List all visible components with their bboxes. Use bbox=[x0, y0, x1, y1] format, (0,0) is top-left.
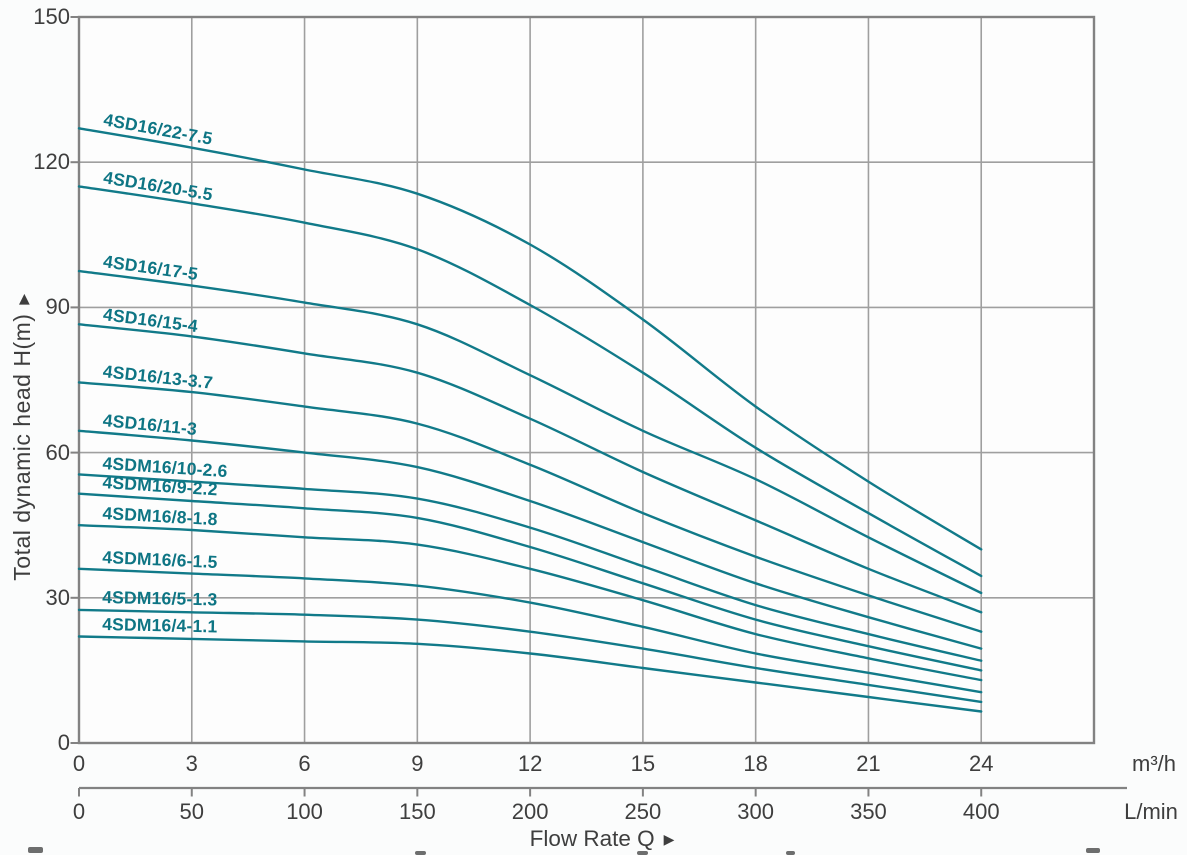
x-axis-unit-m3h: m³/h bbox=[1132, 751, 1176, 776]
x-tick-label-m3h: 24 bbox=[968, 751, 994, 776]
cropped-text-artifact bbox=[28, 847, 43, 853]
x-tick-label-m3h: 9 bbox=[411, 751, 424, 776]
x-tick-label-m3h: 6 bbox=[298, 751, 311, 776]
x-tick-label-lmin: 400 bbox=[962, 799, 1000, 824]
x-tick-label-lmin: 150 bbox=[398, 799, 436, 824]
x-tick-label-m3h: 15 bbox=[630, 751, 656, 776]
x-tick-label-lmin: 50 bbox=[179, 799, 204, 824]
x-tick-label-lmin: 200 bbox=[511, 799, 549, 824]
pump-curve bbox=[77, 429, 983, 650]
x-tick-label-m3h: 21 bbox=[856, 751, 881, 776]
cropped-text-artifact bbox=[415, 851, 426, 855]
pump-curve bbox=[77, 492, 983, 672]
pump-curve bbox=[77, 608, 983, 704]
pump-curve bbox=[77, 473, 983, 662]
y-tick-label: 150 bbox=[33, 4, 70, 29]
y-axis-title: Total dynamic head H(m)▶ bbox=[8, 187, 36, 687]
pump-curve bbox=[77, 185, 983, 578]
x-tick-label-lmin: 350 bbox=[850, 799, 887, 824]
x-axis-unit-lmin: L/min bbox=[1124, 799, 1178, 824]
cropped-text-artifact bbox=[637, 851, 648, 855]
x-tick-label-lmin: 0 bbox=[72, 799, 86, 824]
x-tick-label-lmin: 300 bbox=[737, 799, 775, 824]
x-tick-label-lmin: 250 bbox=[624, 799, 662, 824]
x-axis-title-text: Flow Rate Q bbox=[529, 826, 655, 851]
y-tick-label: 30 bbox=[45, 584, 70, 610]
y-tick-label: 120 bbox=[33, 149, 70, 175]
right-arrow-icon: ▶ bbox=[663, 831, 675, 847]
pump-curve bbox=[77, 269, 983, 595]
pump-curve bbox=[77, 567, 983, 694]
pump-curve bbox=[77, 381, 983, 633]
y-tick-label: 90 bbox=[45, 294, 70, 320]
plot-border bbox=[77, 15, 1096, 745]
pump-curve bbox=[77, 323, 983, 614]
curve-label: 4SDM16/4-1.1 bbox=[101, 614, 218, 637]
curve-label: 4SDM16/5-1.3 bbox=[101, 587, 218, 610]
y-tick-label: 0 bbox=[57, 730, 70, 755]
pump-curve bbox=[77, 524, 983, 682]
x-tick-label-m3h: 3 bbox=[185, 751, 198, 776]
cropped-text-artifact bbox=[1086, 848, 1100, 853]
x-tick-label-m3h: 0 bbox=[72, 751, 86, 776]
x-tick-label-lmin: 100 bbox=[286, 799, 323, 824]
x-tick-label-m3h: 18 bbox=[743, 751, 768, 776]
x-axis-title: Flow Rate Q ▶ bbox=[530, 826, 675, 852]
y-tick-label: 60 bbox=[45, 439, 70, 465]
pump-curve bbox=[77, 127, 983, 551]
pump-curve bbox=[77, 635, 983, 713]
cropped-text-artifact bbox=[786, 851, 795, 855]
plot-background bbox=[79, 17, 1094, 743]
x-tick-label-m3h: 12 bbox=[517, 751, 543, 776]
